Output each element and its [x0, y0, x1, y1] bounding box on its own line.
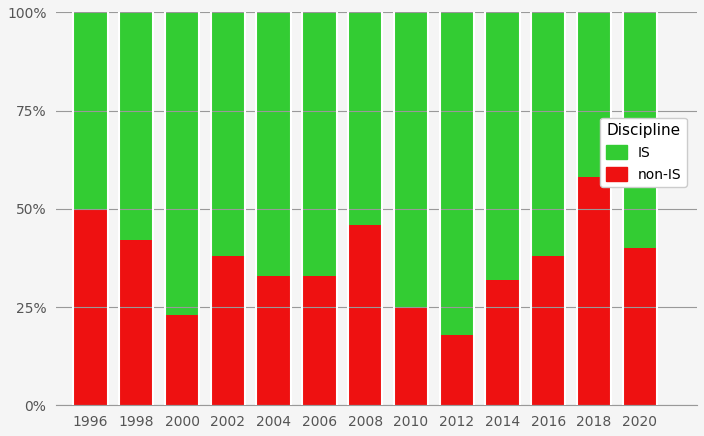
Bar — [622, 248, 657, 405]
Bar — [577, 177, 611, 405]
Bar — [394, 307, 428, 405]
Legend: IS, non-IS: IS, non-IS — [601, 118, 687, 187]
Bar — [394, 13, 428, 307]
Bar — [119, 13, 153, 240]
Bar — [439, 13, 474, 334]
Bar — [348, 225, 382, 405]
Bar — [256, 13, 291, 276]
Bar — [531, 13, 565, 256]
Bar — [531, 256, 565, 405]
Bar — [439, 334, 474, 405]
Bar — [210, 256, 245, 405]
Bar — [165, 315, 199, 405]
Bar — [348, 13, 382, 225]
Bar — [485, 279, 520, 405]
Bar — [119, 240, 153, 405]
Bar — [210, 13, 245, 256]
Bar — [302, 276, 337, 405]
Bar — [73, 13, 108, 209]
Bar — [302, 13, 337, 276]
Bar — [256, 276, 291, 405]
Bar — [73, 209, 108, 405]
Bar — [165, 13, 199, 315]
Bar — [485, 13, 520, 279]
Bar — [622, 13, 657, 248]
Bar — [577, 13, 611, 177]
